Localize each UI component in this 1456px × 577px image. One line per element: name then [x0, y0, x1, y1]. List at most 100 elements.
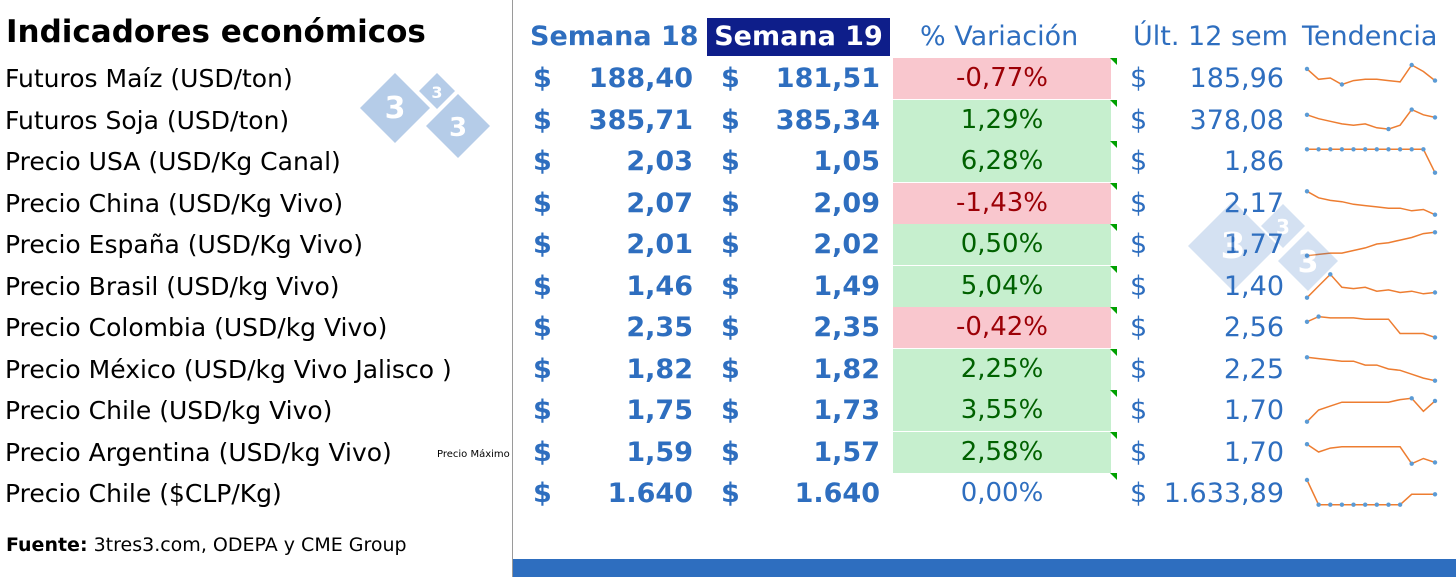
- value-ult-12-sem: 2,17: [1223, 188, 1284, 219]
- row-label: Precio Colombia (USD/kg Vivo): [5, 313, 388, 342]
- trend-marker: [1328, 147, 1333, 152]
- row-label: Precio Argentina (USD/kg Vivo): [5, 438, 392, 467]
- trend-sparkline: [1304, 189, 1438, 217]
- trend-marker: [1363, 147, 1368, 152]
- currency-symbol: $: [533, 395, 552, 426]
- source-prefix: Fuente:: [6, 534, 88, 556]
- trend-marker: [1374, 147, 1379, 152]
- currency-symbol: $: [1130, 63, 1148, 94]
- trend-marker: [1351, 502, 1356, 507]
- trend-marker: [1432, 78, 1438, 83]
- trend-marker: [1304, 66, 1310, 72]
- trend-marker: [1386, 502, 1391, 507]
- value-ult-12-sem: 185,96: [1189, 63, 1284, 94]
- value-semana-18: 2,01: [626, 229, 693, 260]
- trend-marker: [1304, 112, 1310, 117]
- trend-sparkline: [1304, 62, 1438, 87]
- trend-line: [1306, 273, 1436, 299]
- value-semana-18: 1.640: [607, 478, 693, 509]
- trend-line: [1306, 64, 1436, 86]
- currency-symbol: $: [533, 63, 552, 94]
- variation-cell: 2,58%: [893, 432, 1111, 473]
- trend-marker: [1432, 460, 1438, 465]
- trend-marker: [1304, 319, 1310, 324]
- trend-marker: [1316, 147, 1321, 152]
- row-label: Precio Brasil (USD/kg Vivo): [5, 272, 340, 301]
- value-semana-19: 1,57: [813, 437, 880, 468]
- header-ult-12-sem: Últ. 12 sem: [1133, 21, 1288, 52]
- trend-sparkline: [1304, 477, 1438, 507]
- vertical-divider: [512, 0, 513, 577]
- table-row: $1.640 $1.640 0,00% $1.633,89: [0, 473, 1456, 514]
- currency-symbol: $: [721, 437, 740, 468]
- trend-sparkline: [1304, 396, 1438, 424]
- currency-symbol: $: [533, 146, 552, 177]
- currency-symbol: $: [533, 437, 552, 468]
- table-row: $2,01 $2,02 0,50% $1,77: [0, 224, 1456, 265]
- source-note: Fuente: 3tres3.com, ODEPA y CME Group: [6, 534, 407, 556]
- table-row: $2,03 $1,05 6,28% $1,86: [0, 141, 1456, 182]
- note-precio-maximo: Precio Máximo: [437, 449, 510, 460]
- cell-indicator-triangle: [1110, 266, 1117, 273]
- value-ult-12-sem: 1,86: [1223, 146, 1284, 177]
- currency-symbol: $: [533, 312, 552, 343]
- trend-line: [1306, 479, 1435, 506]
- currency-symbol: $: [533, 105, 552, 136]
- trend-marker: [1409, 62, 1414, 68]
- trend-marker: [1386, 126, 1391, 132]
- trend-marker: [1363, 502, 1368, 507]
- trend-marker: [1304, 442, 1310, 447]
- value-ult-12-sem: 1.633,89: [1163, 478, 1284, 509]
- trend-marker: [1316, 314, 1321, 319]
- currency-symbol: $: [533, 478, 552, 509]
- currency-symbol: $: [721, 478, 740, 509]
- cell-indicator-triangle: [1110, 473, 1117, 480]
- watermark-digit: 3: [1298, 245, 1319, 280]
- trend-line: [1306, 108, 1436, 130]
- currency-symbol: $: [721, 63, 740, 94]
- watermark-diamond-small-bottom: 3: [426, 94, 490, 158]
- trend-line: [1306, 356, 1436, 382]
- cell-indicator-triangle: [1110, 58, 1117, 65]
- trend-sparkline: [1304, 442, 1438, 466]
- variation-cell: 0,00%: [960, 478, 1044, 508]
- trend-marker: [1432, 290, 1438, 295]
- watermark-digit: 3: [385, 91, 406, 126]
- currency-symbol: $: [721, 105, 740, 136]
- cell-indicator-triangle: [1110, 183, 1117, 190]
- trend-marker: [1432, 230, 1438, 235]
- currency-symbol: $: [1130, 229, 1148, 260]
- value-semana-19: 2,09: [813, 188, 880, 219]
- trend-marker: [1316, 502, 1321, 507]
- trend-line: [1306, 397, 1436, 423]
- watermark-logo-right: 3 3 3: [1188, 201, 1338, 291]
- value-semana-19: 1,82: [813, 354, 880, 385]
- variation-cell: 0,50%: [893, 224, 1111, 265]
- trend-line: [1307, 148, 1436, 174]
- trend-marker: [1339, 502, 1345, 507]
- trend-marker: [1409, 461, 1414, 466]
- value-ult-12-sem: 1,40: [1223, 271, 1284, 302]
- variation-cell: 5,04%: [893, 266, 1111, 307]
- row-label: Precio Chile ($CLP/Kg): [5, 479, 282, 508]
- row-label: Precio México (USD/kg Vivo Jalisco ): [5, 355, 452, 384]
- trend-line: [1306, 443, 1436, 465]
- trend-marker: [1409, 147, 1414, 152]
- value-semana-18: 2,35: [626, 312, 693, 343]
- value-semana-18: 1,46: [626, 271, 693, 302]
- watermark-diamond-large: 3: [360, 73, 430, 143]
- watermark-digit: 3: [1220, 226, 1245, 267]
- header-tendencia: Tendencia: [1302, 21, 1438, 52]
- currency-symbol: $: [1130, 478, 1148, 509]
- trend-marker: [1339, 147, 1345, 152]
- trend-sparkline: [1304, 147, 1438, 175]
- value-ult-12-sem: 1,70: [1223, 395, 1284, 426]
- currency-symbol: $: [1130, 437, 1148, 468]
- value-semana-19: 1,73: [813, 395, 880, 426]
- currency-symbol: $: [1130, 188, 1148, 219]
- value-semana-19: 2,35: [813, 312, 880, 343]
- currency-symbol: $: [1130, 312, 1148, 343]
- variation-cell: 3,55%: [893, 390, 1111, 431]
- header-semana-19: Semana 19: [707, 18, 890, 56]
- watermark-diamond-large: 3: [1188, 201, 1278, 291]
